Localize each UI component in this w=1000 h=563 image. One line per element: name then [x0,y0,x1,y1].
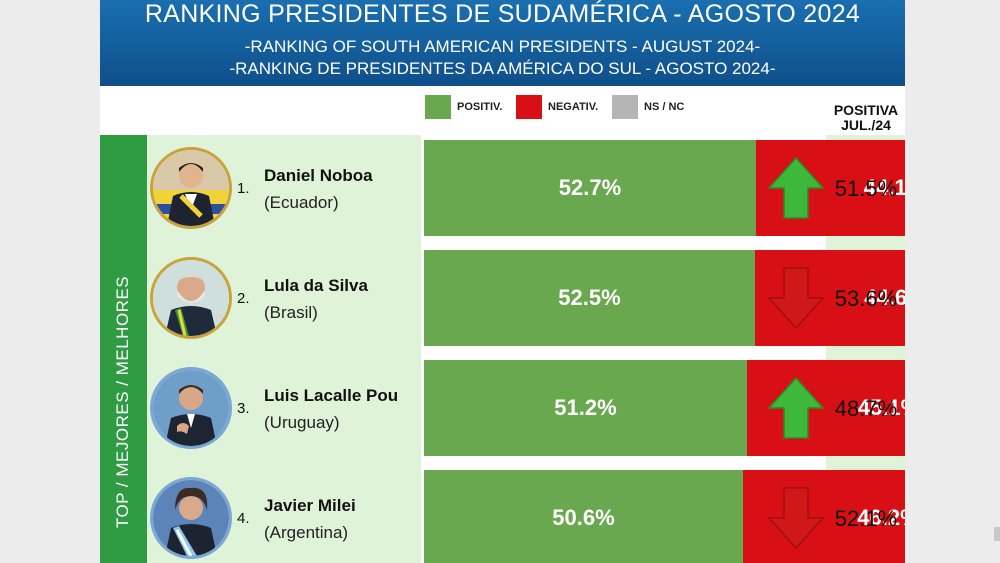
name-lacalle: Luis Lacalle Pou [264,386,399,405]
arrow-down-icon-milei [767,487,825,550]
legend-label-nsnc: NS / NC [644,101,685,113]
subtitle-english: -RANKING OF SOUTH AMERICAN PRESIDENTS - … [244,37,761,56]
bar-positive-milei: 50.6% [424,470,743,563]
label-positive-lula: 52.5% [558,285,621,310]
legend-positive: POSITIV. [425,95,502,119]
rank-2: 2. [237,290,250,307]
country-noboa: (Ecuador) [264,193,339,212]
rank-3: 3. [237,400,250,417]
label-negative-noboa: 44.1% [863,175,905,200]
legend-label-negative: NEGATIV. [548,101,599,113]
corner-mark [994,527,1000,541]
rank-1: 1. [237,180,250,197]
portrait-lacalle [153,370,229,446]
arrow-up-icon-noboa [767,156,825,219]
avatar-milei [150,477,232,559]
vertical-label: TOP / MEJORES / MELHORES [113,275,132,529]
portrait-noboa [153,150,229,226]
legend-negative: NEGATIV. [516,95,598,119]
legend-nsnc: NS / NC [612,95,684,119]
previous-value-lula: 53.6% [834,286,898,311]
top-strip [100,135,147,563]
legend-label-positive: POSITIV. [457,101,503,113]
label-positive-milei: 50.6% [552,505,615,530]
country-milei: (Argentina) [264,523,349,542]
header-banner: RANKING PRESIDENTES DE SUDAMÉRICA - AGOS… [100,0,905,86]
bar-positive-lula: 52.5% [424,250,755,346]
name-milei: Javier Milei [264,496,356,515]
previous-positive-header: POSITIVA JUL./24 [826,103,905,133]
avatar-lacalle [150,367,232,449]
page-title: RANKING PRESIDENTES DE SUDAMÉRICA - AGOS… [144,0,861,28]
arrow-down-icon-lula [767,267,825,330]
right-margin [905,0,1000,563]
legend-swatch-negative [516,95,542,119]
left-margin [0,0,100,563]
avatar-lula [150,257,232,339]
avatar-noboa [150,147,232,229]
country-lula: (Brasil) [264,303,318,322]
previous-value-milei: 52.1% [834,506,898,531]
label-negative-lacalle: 45.1% [857,395,905,420]
subtitle-portuguese: -RANKING DE PRESIDENTES DA AMÉRICA DO SU… [229,59,776,78]
ranking-panel: RANKING PRESIDENTES DE SUDAMÉRICA - AGOS… [100,0,905,563]
legend-swatch-nsnc [612,95,638,119]
label-positive-noboa: 52.7% [558,175,622,200]
previous-value-noboa: 51.5% [834,176,898,201]
label-negative-milei: 46.2% [857,505,905,530]
name-noboa: Daniel Noboa [264,166,373,185]
portrait-lula [153,260,229,336]
previous-value-lacalle: 48.7% [834,396,898,421]
previous-header-text: POSITIVA JUL./24 [833,102,899,133]
bar-positive-noboa: 52.7% [424,140,756,236]
bar-negative-milei: 46.2% [743,470,905,563]
label-positive-lacalle: 51.2% [554,395,617,420]
label-negative-lula: 44.6% [864,285,905,310]
bar-positive-lacalle: 51.2% [424,360,747,456]
portrait-milei [153,480,229,556]
arrow-up-icon-lacalle [767,376,825,439]
bar-negative-noboa: 44.1% [756,140,905,236]
country-lacalle: (Uruguay) [264,413,340,432]
rank-4: 4. [237,510,250,527]
legend-swatch-positive [425,95,451,119]
name-lula: Lula da Silva [264,276,368,295]
